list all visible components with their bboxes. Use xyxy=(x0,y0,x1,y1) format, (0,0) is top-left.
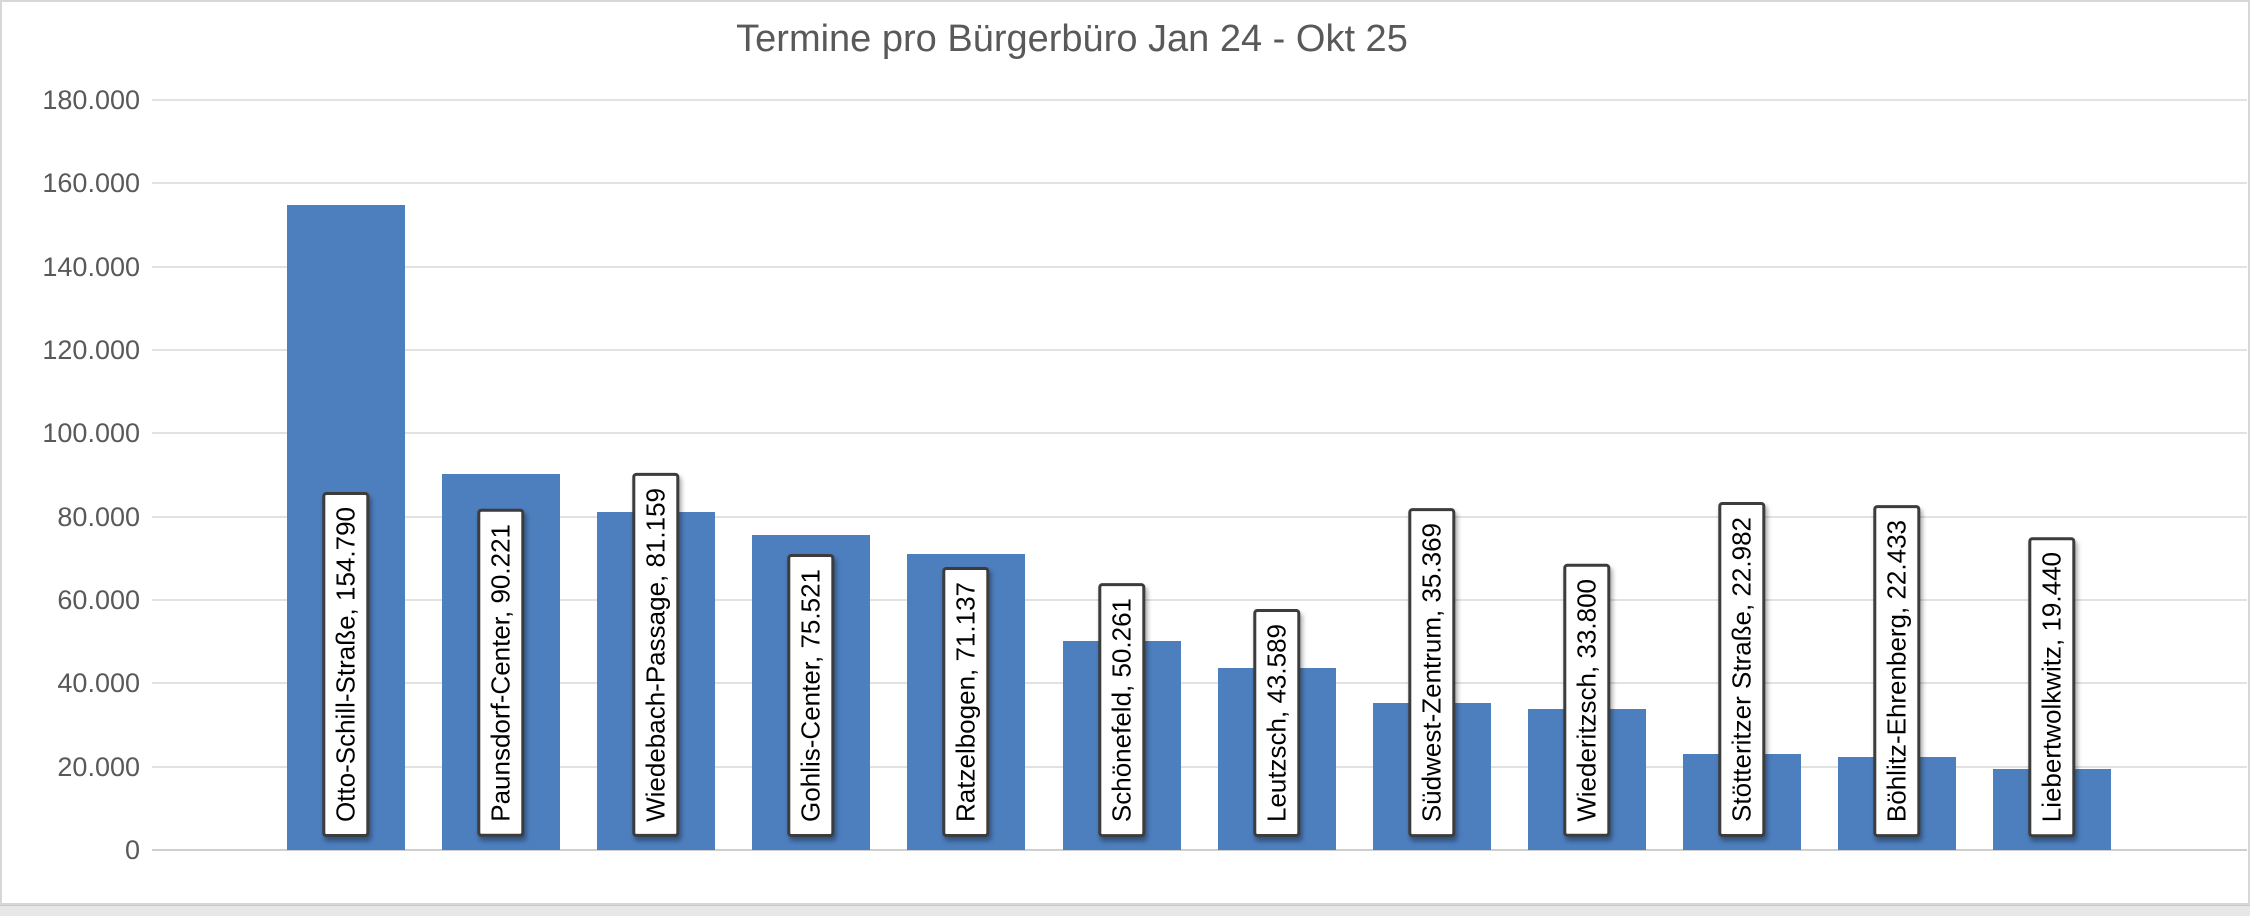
y-axis-tick-label: 40.000 xyxy=(57,668,140,699)
y-axis-tick-label: 100.000 xyxy=(42,418,140,449)
gridline xyxy=(152,599,2247,601)
bar-data-label[interactable]: Böhlitz-Ehrenberg, 22.433 xyxy=(1873,504,1921,837)
bar-data-label[interactable]: Gohlis-Center, 75.521 xyxy=(788,554,835,837)
bar-data-label[interactable]: Stötteritzer Straße, 22.982 xyxy=(1718,502,1766,837)
y-axis-tick-label: 140.000 xyxy=(42,251,140,282)
bar-data-label[interactable]: Wiederitzsch, 33.800 xyxy=(1563,564,1611,837)
bar-data-label[interactable]: Leutzsch, 43.589 xyxy=(1253,608,1300,837)
bar-data-label[interactable]: Paunsdorf-Center, 90.221 xyxy=(477,509,525,837)
bar-data-label[interactable]: Schönefeld, 50.261 xyxy=(1098,582,1145,837)
gridline xyxy=(152,515,2247,518)
y-axis-tick-label: 180.000 xyxy=(42,85,140,115)
y-axis: 0 20.000 40.000 60.000 80.000 100.000 120.000 1… xyxy=(2,86,140,864)
y-axis-tick-label: 60.000 xyxy=(57,585,140,615)
gridline xyxy=(152,765,2247,768)
gridline xyxy=(152,432,2247,435)
gridline xyxy=(152,349,2247,351)
y-axis-tick-label: 0 xyxy=(124,835,140,865)
gridline xyxy=(152,265,2247,268)
plot-area: Otto-Schill-Straße, 154.790 Paunsdorf-Cen… xyxy=(152,99,2247,851)
chart-title[interactable]: Termine pro Bürgerbüro Jan 24 - Okt 25 xyxy=(736,18,1408,60)
window-bottom-edge xyxy=(0,905,2250,916)
y-axis-tick-label: 20.000 xyxy=(57,751,140,782)
bar-data-label[interactable]: Ratzelbogen, 71.137 xyxy=(943,567,990,837)
y-axis-tick-label: 160.000 xyxy=(42,168,140,199)
gridline xyxy=(152,682,2247,685)
bar-data-label[interactable]: Wiedebach-Passage, 81.159 xyxy=(632,473,680,837)
bar-data-label[interactable]: Südwest-Zentrum, 35.369 xyxy=(1408,507,1455,837)
y-axis-tick-label: 120.000 xyxy=(42,335,140,365)
bar-data-label[interactable]: Otto-Schill-Straße, 154.790 xyxy=(322,491,370,837)
gridline xyxy=(152,99,2247,101)
bar-data-label[interactable]: Liebertwolkwitz, 19.440 xyxy=(2028,536,2076,837)
y-axis-tick-label: 80.000 xyxy=(57,501,140,532)
gridline xyxy=(152,182,2247,185)
x-axis-line xyxy=(152,849,2247,851)
